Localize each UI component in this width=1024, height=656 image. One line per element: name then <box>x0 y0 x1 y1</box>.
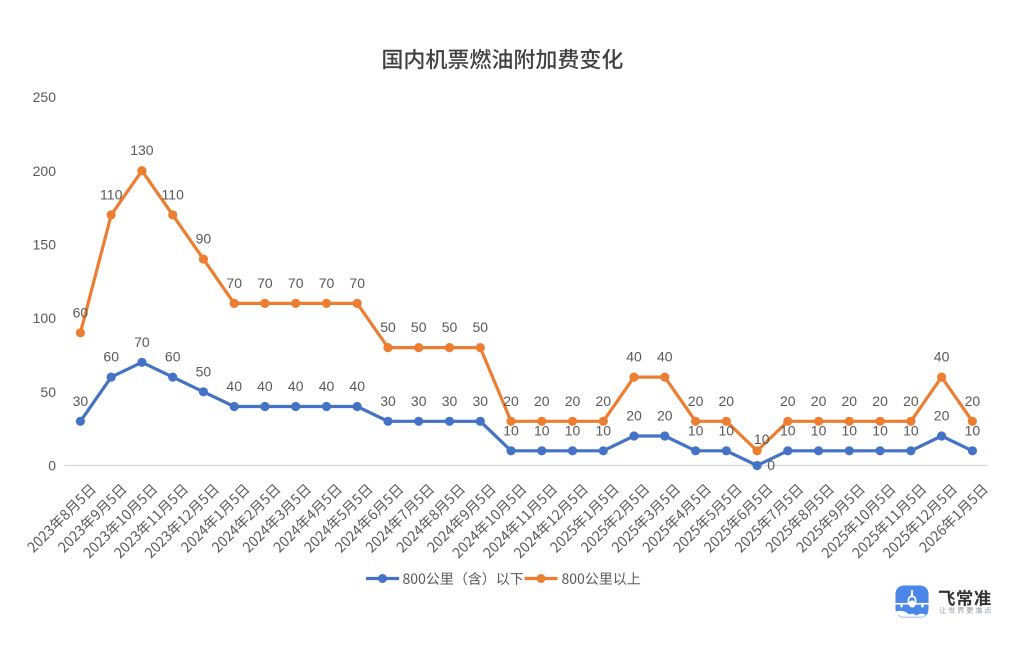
svg-text:20: 20 <box>688 393 704 409</box>
svg-text:20: 20 <box>534 393 550 409</box>
svg-text:40: 40 <box>934 349 950 365</box>
svg-text:70: 70 <box>134 334 150 350</box>
svg-text:20: 20 <box>719 393 735 409</box>
svg-text:50: 50 <box>411 319 427 335</box>
svg-text:20: 20 <box>657 408 673 424</box>
svg-text:20: 20 <box>811 393 827 409</box>
svg-text:40: 40 <box>226 378 242 394</box>
svg-text:60: 60 <box>103 349 119 365</box>
svg-text:60: 60 <box>73 304 89 320</box>
svg-text:10: 10 <box>688 422 704 438</box>
svg-text:0: 0 <box>48 458 56 474</box>
svg-text:20: 20 <box>903 393 919 409</box>
svg-text:90: 90 <box>196 231 212 247</box>
svg-text:30: 30 <box>442 393 458 409</box>
svg-text:70: 70 <box>288 275 304 291</box>
svg-text:20: 20 <box>503 393 519 409</box>
svg-text:40: 40 <box>319 378 335 394</box>
svg-text:10: 10 <box>565 422 581 438</box>
svg-text:10: 10 <box>754 431 770 447</box>
svg-text:40: 40 <box>257 378 273 394</box>
svg-text:20: 20 <box>842 393 858 409</box>
svg-text:10: 10 <box>503 422 519 438</box>
svg-text:60: 60 <box>165 349 181 365</box>
svg-text:50: 50 <box>473 319 489 335</box>
svg-text:110: 110 <box>162 186 185 202</box>
svg-text:30: 30 <box>473 393 489 409</box>
svg-text:10: 10 <box>903 422 919 438</box>
svg-text:30: 30 <box>380 393 396 409</box>
svg-text:10: 10 <box>719 422 735 438</box>
svg-text:10: 10 <box>872 422 888 438</box>
svg-text:30: 30 <box>73 393 89 409</box>
svg-text:40: 40 <box>626 349 642 365</box>
svg-text:10: 10 <box>842 422 858 438</box>
svg-text:20: 20 <box>965 393 981 409</box>
svg-text:10: 10 <box>811 422 827 438</box>
svg-text:0: 0 <box>767 457 775 473</box>
svg-text:10: 10 <box>534 422 550 438</box>
svg-text:50: 50 <box>380 319 396 335</box>
svg-text:70: 70 <box>319 275 335 291</box>
svg-text:20: 20 <box>934 408 950 424</box>
svg-text:10: 10 <box>965 422 981 438</box>
svg-text:130: 130 <box>130 142 154 158</box>
svg-text:40: 40 <box>657 349 673 365</box>
svg-text:20: 20 <box>596 393 612 409</box>
svg-text:10: 10 <box>596 422 612 438</box>
svg-text:20: 20 <box>872 393 888 409</box>
svg-text:20: 20 <box>626 408 642 424</box>
svg-text:40: 40 <box>349 378 365 394</box>
svg-text:150: 150 <box>33 237 57 253</box>
svg-text:40: 40 <box>288 378 304 394</box>
svg-text:30: 30 <box>411 393 427 409</box>
svg-text:70: 70 <box>226 275 242 291</box>
svg-text:20: 20 <box>780 393 796 409</box>
svg-text:110: 110 <box>100 186 123 202</box>
svg-text:50: 50 <box>40 384 56 400</box>
svg-text:70: 70 <box>257 275 273 291</box>
svg-text:70: 70 <box>349 275 365 291</box>
svg-text:50: 50 <box>442 319 458 335</box>
svg-text:200: 200 <box>33 163 57 179</box>
svg-text:100: 100 <box>33 310 57 326</box>
svg-text:10: 10 <box>780 422 796 438</box>
svg-text:50: 50 <box>196 363 212 379</box>
svg-text:20: 20 <box>565 393 581 409</box>
svg-text:250: 250 <box>33 89 57 105</box>
